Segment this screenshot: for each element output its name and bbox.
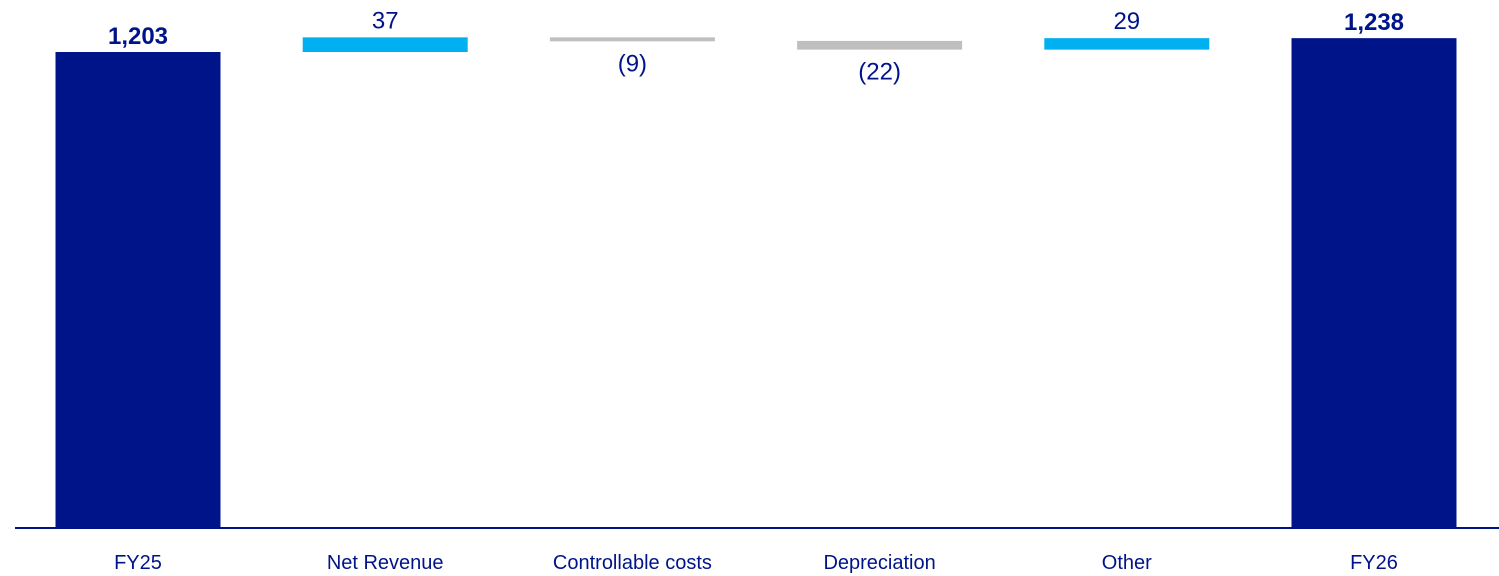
- bar-net-revenue: [302, 37, 468, 52]
- x-tick-label-other: Other: [1102, 552, 1152, 574]
- x-tick-label-controllable-costs: Controllable costs: [553, 552, 712, 574]
- data-label-fy26: 1,238: [1344, 9, 1404, 36]
- data-label-controllable-costs: (9): [618, 50, 647, 77]
- data-labels-layer: 1,203 37 (9) (22) 29 1,238: [108, 7, 1404, 85]
- bars-layer: [55, 37, 1457, 529]
- data-label-depreciation: (22): [858, 59, 901, 86]
- bar-other: [1044, 38, 1210, 50]
- x-tick-label-net-revenue: Net Revenue: [327, 552, 444, 574]
- data-label-other: 29: [1113, 8, 1140, 35]
- x-tick-label-fy25: FY25: [114, 552, 162, 574]
- x-tick-labels-layer: FY25 Net Revenue Controllable costs Depreci…: [114, 552, 1398, 574]
- x-tick-label-depreciation: Depreciation: [823, 552, 935, 574]
- x-tick-label-fy26: FY26: [1350, 552, 1398, 574]
- data-label-fy25: 1,203: [108, 23, 168, 50]
- bar-controllable-costs: [549, 37, 715, 42]
- bar-depreciation: [797, 40, 963, 50]
- data-label-net-revenue: 37: [372, 7, 399, 34]
- bar-fy26: [1291, 38, 1457, 529]
- bar-fy25: [55, 52, 221, 528]
